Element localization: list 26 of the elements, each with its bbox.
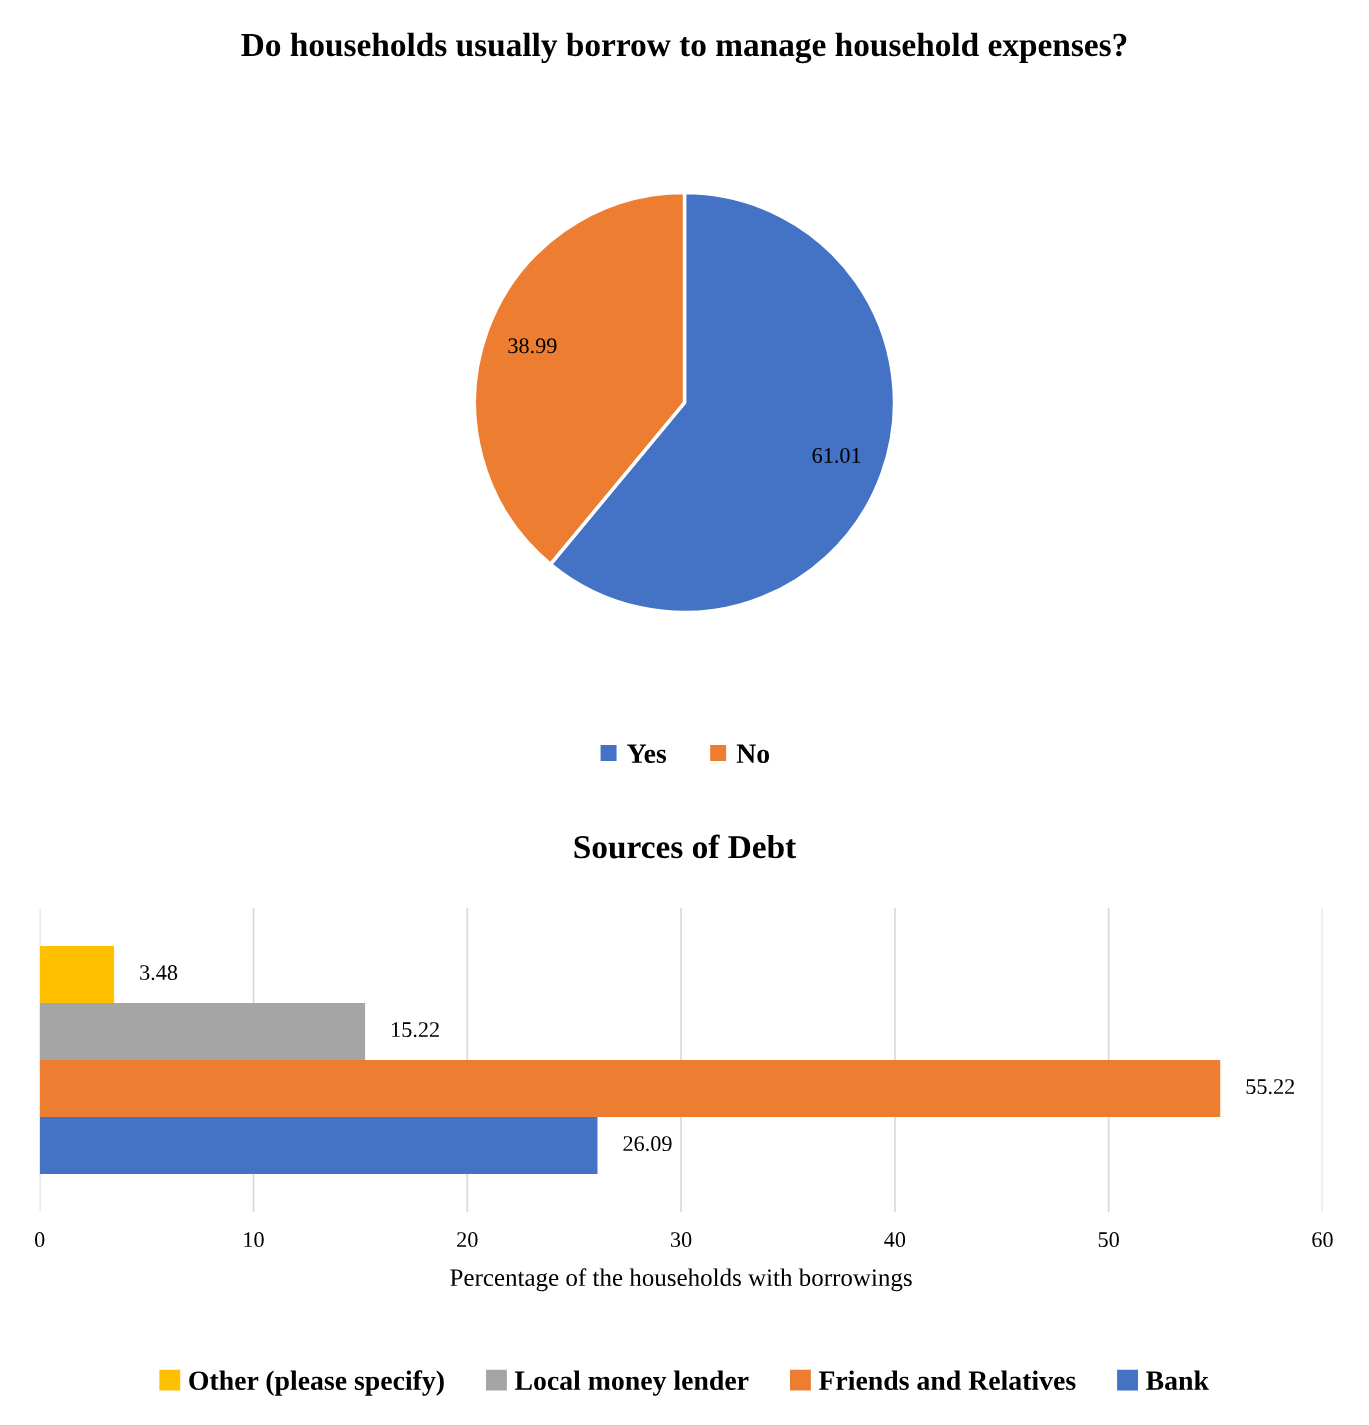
bar	[39, 1060, 1221, 1117]
bar	[39, 946, 115, 1003]
legend-label: Bank	[1146, 1370, 1209, 1391]
data-label: 26.09	[623, 1136, 672, 1152]
data-label: 3.48	[140, 965, 178, 981]
x-axis-title: Percentage of the households with borrowings	[450, 1268, 912, 1292]
bar	[39, 1117, 598, 1174]
chart-title: Sources of Debt	[574, 834, 797, 859]
x-tick-label: 40	[884, 1232, 906, 1248]
data-label: 61.01	[812, 447, 861, 463]
legend-label: Other (please specify)	[189, 1370, 444, 1396]
x-tick-label: 0	[34, 1232, 45, 1248]
x-tick-label: 20	[457, 1232, 478, 1248]
data-label: 38.99	[508, 338, 557, 354]
x-tick-label: 50	[1098, 1232, 1119, 1248]
x-tick-label: 60	[1312, 1232, 1333, 1248]
x-tick-label: 30	[671, 1232, 692, 1248]
x-tick-label: 10	[244, 1232, 264, 1248]
bar	[39, 1003, 366, 1060]
data-label: 15.22	[392, 1022, 439, 1038]
legend-label: Local money lender	[514, 1370, 749, 1396]
data-label: 55.22	[1246, 1079, 1295, 1095]
legend-label: Yes	[627, 744, 667, 764]
legend-label: No	[736, 744, 770, 764]
legend-label: Friends and Relatives	[818, 1370, 1076, 1391]
chart-title: Do households usually borrow to manage household expenses?	[241, 32, 1127, 64]
